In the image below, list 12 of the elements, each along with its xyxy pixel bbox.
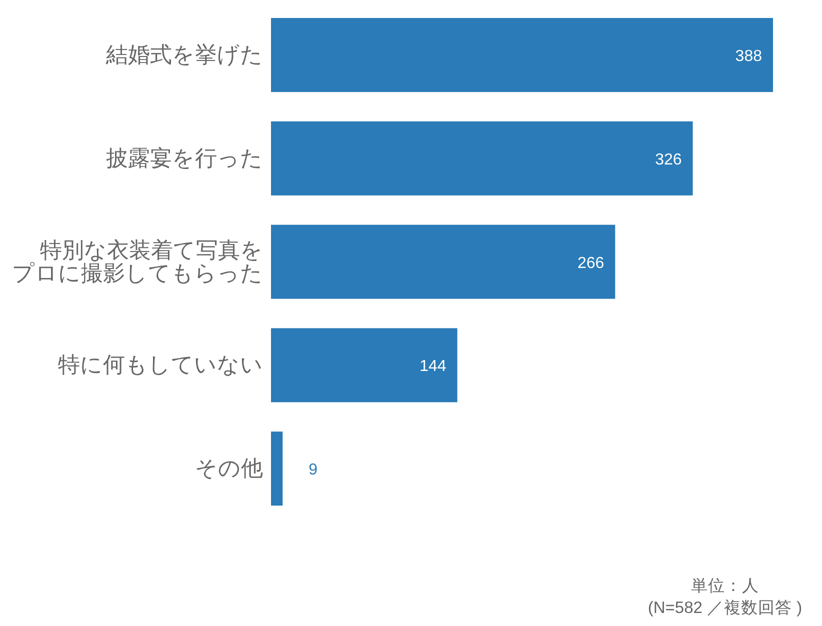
annotation: (N=582 ／複数回答 ): [648, 599, 802, 617]
data-label: 9: [308, 462, 318, 479]
category-label: その他: [195, 456, 263, 481]
category-label: 特に何もしていない: [58, 352, 263, 378]
data-label: 266: [577, 254, 604, 272]
data-label: 388: [735, 48, 762, 65]
annotation: 単位：人: [691, 577, 759, 595]
category-label: 特別な衣装着て写真をプロに撮影してもらった: [12, 237, 263, 286]
category-label: 披露宴を行った: [106, 145, 263, 170]
data-label: 144: [420, 358, 446, 376]
data-label: 326: [655, 151, 682, 168]
category-label: 結婚式を挙げた: [106, 42, 263, 67]
